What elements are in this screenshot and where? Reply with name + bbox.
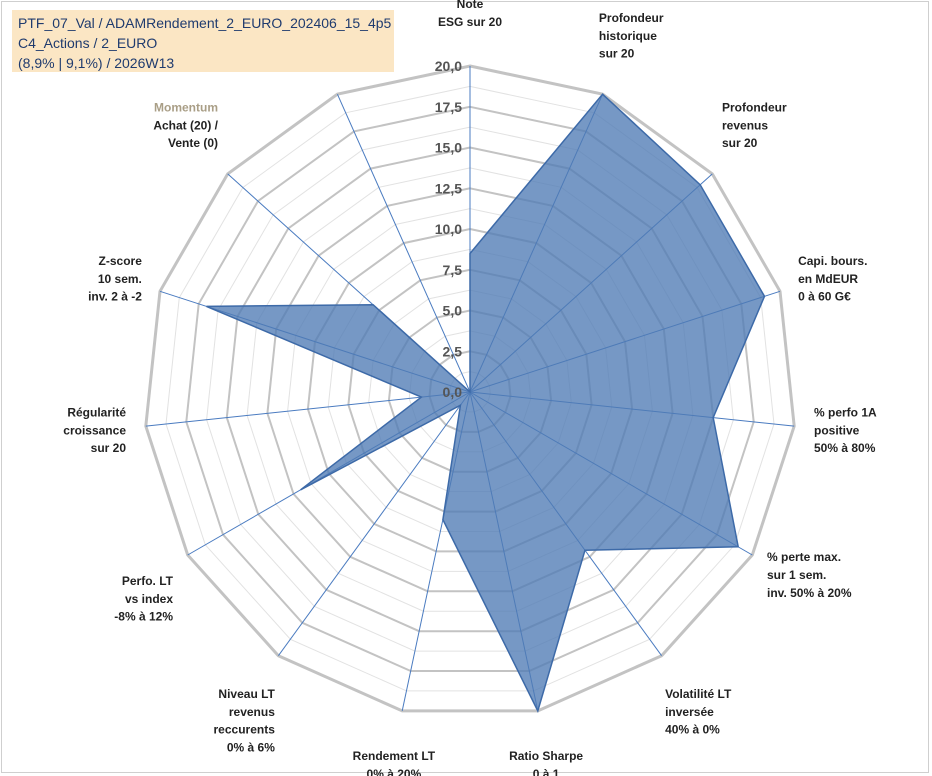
axis-label-line: sur 1 sem. (767, 568, 826, 582)
axis-spoke (336, 93, 471, 393)
axis-label: Niveau LT revenus reccurents 0% à 6% (214, 687, 276, 754)
axis-label-line: positive (814, 423, 860, 437)
axis-label-line: inversée (665, 705, 714, 719)
tick-label: 15,0 (435, 140, 462, 156)
axis-label-line: revenus (722, 118, 768, 132)
tick-label: 7,5 (443, 262, 463, 278)
series-area-0 (206, 93, 766, 713)
axis-label-line: Profondeur (599, 11, 664, 25)
axis-label-line: inv. 2 à -2 (88, 290, 142, 304)
axis-label-header: Momentum (154, 101, 218, 115)
axis-label-line: croissance (63, 423, 126, 437)
tick-label: 10,0 (435, 221, 462, 237)
axis-label-line: 0% à 6% (227, 741, 275, 755)
radar-axis-labels: Note ESG sur 20 Profondeur historique sur 20… (63, 0, 877, 776)
axis-label-line: Note (457, 0, 484, 11)
axis-label: % perfo 1A positive 50% à 80% (814, 406, 877, 456)
grid-ring (144, 64, 796, 713)
info-line-category: C4_Actions / 2_EURO (18, 35, 158, 51)
axis-label-line: % perte max. (767, 550, 841, 564)
axis-spoke (277, 391, 471, 656)
axis-label: Profondeur revenus sur 20 (722, 101, 787, 151)
axis-label: Z-score 10 sem. inv. 2 à -2 (88, 254, 142, 304)
axis-label-line: Capi. bours. (798, 254, 867, 268)
axis-label: Capi. bours. en MdEUR 0 à 60 G€ (798, 254, 867, 304)
axis-label: Régularité croissance sur 20 (63, 406, 126, 456)
axis-label-line: sur 20 (91, 441, 127, 455)
axis-label: Rendement LT 0% à 20% (353, 749, 436, 776)
radar-series (206, 93, 766, 713)
axis-label-line: Profondeur (722, 101, 787, 115)
info-line-period: (8,9% | 9,1%) / 2026W13 (18, 55, 175, 71)
axis-label-line: vs index (125, 592, 173, 606)
axis-label-line: sur 20 (599, 47, 635, 61)
axis-label-line: Niveau LT (218, 687, 275, 701)
axis-label-line: inv. 50% à 20% (767, 586, 852, 600)
axis-label-line: ESG sur 20 (438, 15, 502, 29)
axis-label-line: en MdEUR (798, 272, 858, 286)
axis-label: % perte max. sur 1 sem. inv. 50% à 20% (767, 550, 852, 600)
tick-label: 17,5 (435, 99, 462, 115)
axis-label: Note ESG sur 20 (438, 0, 502, 29)
axis-label-line: 10 sem. (98, 272, 142, 286)
axis-label-line: revenus (229, 705, 275, 719)
axis-label-line: 0 à 60 G€ (798, 290, 851, 304)
axis-label-line: Vente (0) (168, 136, 218, 150)
axis-label-line: 50% à 80% (814, 441, 876, 455)
axis-label-line: Volatilité LT (665, 687, 732, 701)
axis-label-line: Z-score (99, 254, 143, 268)
tick-label: 12,5 (435, 180, 462, 196)
tick-label: 2,5 (443, 343, 463, 359)
tick-label: 0,0 (443, 384, 463, 400)
axis-label: Perfo. LT vs index -8% à 12% (114, 574, 173, 624)
axis-label-line: Ratio Sharpe (509, 749, 583, 763)
axis-label-line: reccurents (214, 723, 276, 737)
axis-label-line: 0% à 20% (367, 767, 422, 776)
axis-label-line: % perfo 1A (814, 406, 877, 420)
axis-label-line: 40% à 0% (665, 723, 720, 737)
info-line-portfolio: PTF_07_Val / ADAMRendement_2_EURO_202406… (18, 15, 392, 31)
axis-label: Momentum Achat (20) / Vente (0) (153, 101, 218, 151)
axis-label-line: 0 à 1 (533, 767, 560, 776)
radar-tick-labels: 0,0 2,5 5,0 7,5 10,0 12,5 15,0 17,5 20,0 (435, 58, 462, 400)
axis-label: Profondeur historique sur 20 (599, 11, 664, 61)
axis-label-line: Régularité (67, 406, 126, 420)
tick-label: 20,0 (435, 58, 462, 74)
axis-label: Ratio Sharpe 0 à 1 (509, 749, 583, 776)
axis-label-line: Achat (20) / (153, 118, 218, 132)
axis-label-line: historique (599, 29, 657, 43)
axis-label-line: Perfo. LT (122, 574, 174, 588)
portfolio-info-box: PTF_07_Val / ADAMRendement_2_EURO_202406… (12, 10, 394, 72)
axis-label: Volatilité LT inversée 40% à 0% (665, 687, 732, 737)
axis-label-line: Rendement LT (353, 749, 436, 763)
axis-label-line: -8% à 12% (114, 610, 173, 624)
axis-label-line: sur 20 (722, 136, 758, 150)
axis-spoke (145, 391, 471, 427)
tick-label: 5,0 (443, 303, 463, 319)
